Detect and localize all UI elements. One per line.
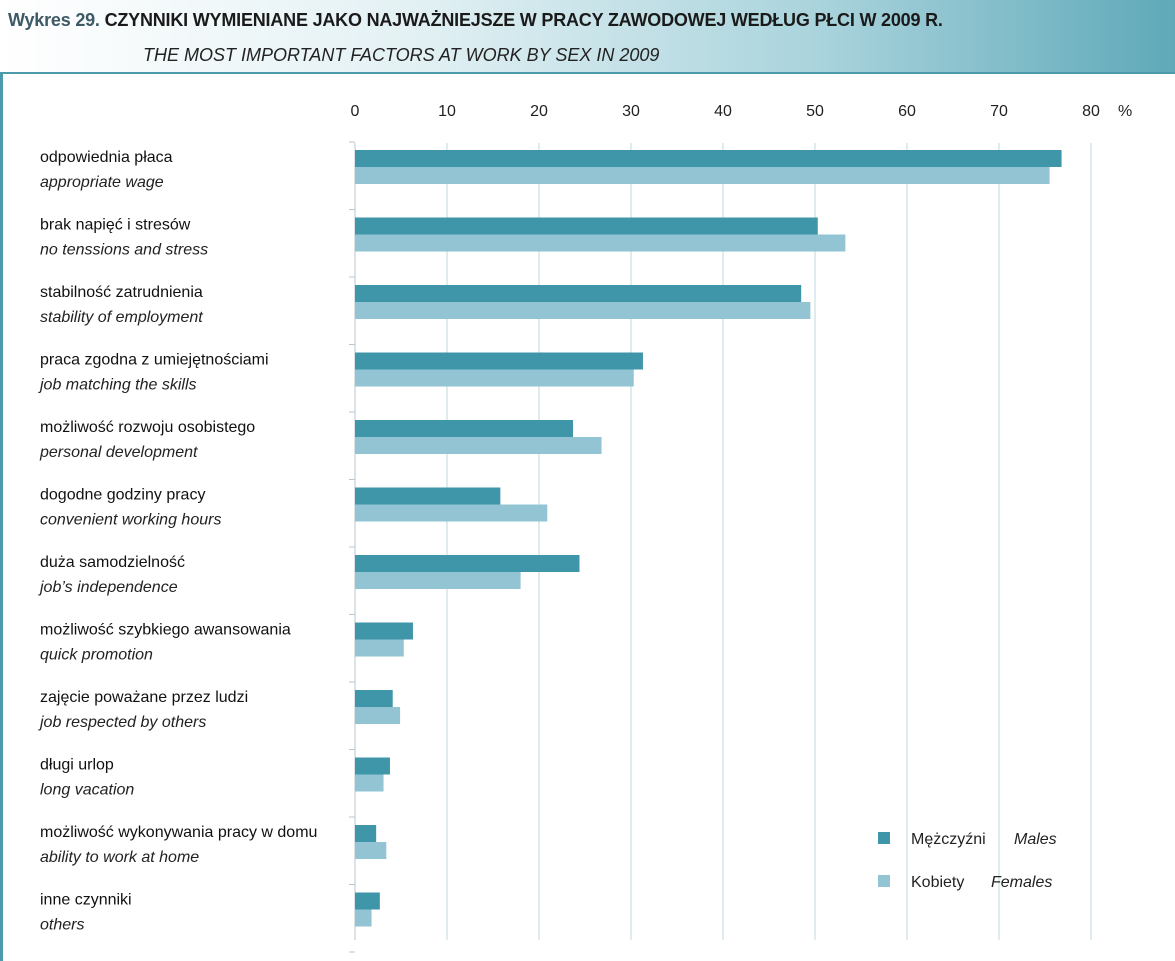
bar-females <box>355 909 372 927</box>
bar-chart: 0 10 20 30 40 50 60 70 80 % odpowiednia płaca appro… <box>38 103 1132 953</box>
bar-males <box>355 285 802 302</box>
x-unit-label: % <box>1118 103 1132 120</box>
category-label: możliwość szybkiego awansowania <box>40 622 291 639</box>
category-label-en: quick promotion <box>40 647 153 664</box>
bar-females <box>355 302 811 319</box>
category-label-en: long vacation <box>40 782 134 799</box>
x-tick-label: 50 <box>806 103 824 120</box>
category-label-en: appropriate wage <box>40 174 164 191</box>
category-label-en: convenient working hours <box>40 512 221 529</box>
legend-swatch-males <box>878 832 890 844</box>
category-label: możliwość wykonywania pracy w domu <box>40 824 317 841</box>
bar-males <box>355 825 377 842</box>
category-label: inne czynniki <box>40 892 132 909</box>
category-label-en: job’s independence <box>38 579 178 596</box>
bar-males <box>355 555 580 572</box>
category-label: brak napięć i stresów <box>40 217 191 234</box>
x-tick-label: 70 <box>990 103 1008 120</box>
x-tick-label: 60 <box>898 103 916 120</box>
bar-females <box>355 437 602 454</box>
bar-males <box>355 352 643 370</box>
bar-females <box>355 167 1050 184</box>
category-label: stabilność zatrudnienia <box>40 284 203 301</box>
chart-number: Wykres 29. <box>8 10 100 30</box>
bar-males <box>355 487 501 505</box>
category-label-en: ability to work at home <box>40 849 199 866</box>
category-label: duża samodzielność <box>40 554 185 571</box>
bar-males <box>355 217 818 235</box>
category-label-en: others <box>40 917 84 934</box>
bar-females <box>355 639 404 657</box>
chart-title: Wykres 29. CZYNNIKI WYMIENIANE JAKO NAJW… <box>8 10 943 31</box>
legend-label-females: Kobiety <box>911 874 964 891</box>
header-band <box>0 0 1175 74</box>
x-tick-label: 20 <box>530 103 548 120</box>
category-label: dogodne godziny pracy <box>40 487 205 504</box>
bar-males <box>355 757 390 775</box>
legend-swatch-females <box>878 875 890 887</box>
category-label-en: stability of employment <box>40 309 203 326</box>
bar-males <box>355 622 413 640</box>
legend-label-females-en: Females <box>991 874 1052 891</box>
bar-females <box>355 504 548 522</box>
chart-subtitle: THE MOST IMPORTANT FACTORS AT WORK BY SE… <box>143 45 660 65</box>
bar-females <box>355 369 634 387</box>
legend-label-males-en: Males <box>1014 831 1057 848</box>
category-label: zajęcie poważane przez ludzi <box>40 689 248 706</box>
legend-label-males: Mężczyźni <box>911 831 986 848</box>
x-tick-label: 10 <box>438 103 456 120</box>
category-label: możliwość rozwoju osobistego <box>40 419 255 436</box>
category-label-en: job matching the skills <box>38 377 197 394</box>
bar-males <box>355 892 380 910</box>
bar-females <box>355 572 521 589</box>
x-tick-label: 30 <box>622 103 640 120</box>
header-divider <box>0 72 1175 74</box>
category-label: długi urlop <box>40 757 114 774</box>
left-border <box>0 72 3 961</box>
bar-females <box>355 842 387 859</box>
bar-females <box>355 774 384 792</box>
category-label: odpowiednia płaca <box>40 149 173 166</box>
bar-females <box>355 234 846 252</box>
chart-title-text: CZYNNIKI WYMIENIANE JAKO NAJWAŻNIEJSZE W… <box>104 10 943 30</box>
x-tick-label: 40 <box>714 103 732 120</box>
bar-males <box>355 150 1062 167</box>
category-label-en: job respected by others <box>38 714 206 731</box>
category-label: praca zgodna z umiejętnościami <box>40 352 269 369</box>
bar-males <box>355 420 574 437</box>
category-label-en: personal development <box>39 444 198 461</box>
bar-females <box>355 707 401 724</box>
x-tick-label: 0 <box>351 103 360 120</box>
x-tick-label: 80 <box>1082 103 1100 120</box>
category-label-en: no tenssions and stress <box>40 242 208 259</box>
bar-males <box>355 690 393 707</box>
